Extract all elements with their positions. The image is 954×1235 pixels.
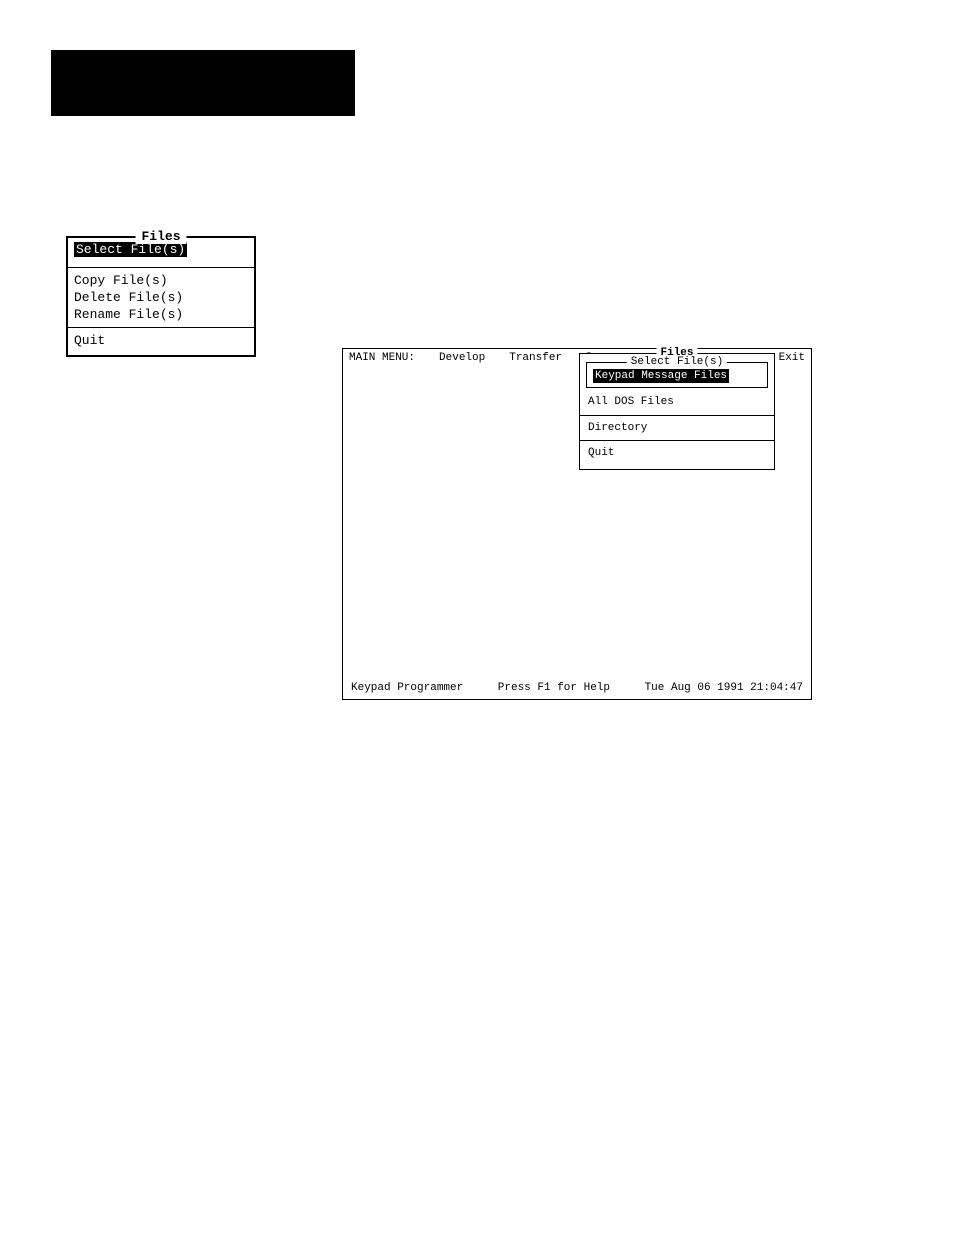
status-center: Press F1 for Help bbox=[498, 681, 610, 695]
popup-item-directory[interactable]: Directory bbox=[588, 418, 766, 438]
popup-item-quit[interactable]: Quit bbox=[588, 443, 766, 463]
files-popup-body: All DOS Files Directory Quit bbox=[580, 388, 774, 469]
menubar-item-transfer[interactable]: Transfer bbox=[509, 351, 562, 365]
files-popup: Files Select File(s) Keypad Message File… bbox=[579, 353, 775, 470]
files-menu-item-copy[interactable]: Copy File(s) bbox=[74, 272, 248, 289]
files-menu-title: Files bbox=[135, 229, 186, 244]
select-files-popup: Select File(s) Keypad Message Files bbox=[586, 362, 768, 388]
dos-status-bar: Keypad Programmer Press F1 for Help Tue … bbox=[343, 681, 811, 695]
divider bbox=[580, 440, 774, 441]
popup-item-keypad-message-files[interactable]: Keypad Message Files bbox=[593, 369, 729, 383]
menubar-item-exit[interactable]: Exit bbox=[779, 351, 805, 365]
popup-item-all-dos-files[interactable]: All DOS Files bbox=[588, 392, 766, 412]
files-menu-item-delete[interactable]: Delete File(s) bbox=[74, 289, 248, 306]
files-menu-item-quit[interactable]: Quit bbox=[74, 332, 248, 349]
divider bbox=[68, 327, 254, 328]
dos-screen: MAIN MENU: Develop Transfer R Exit Files… bbox=[342, 348, 812, 700]
files-menu-item-rename[interactable]: Rename File(s) bbox=[74, 306, 248, 323]
header-black-box bbox=[51, 50, 355, 116]
divider bbox=[68, 267, 254, 268]
files-menu-item-select[interactable]: Select File(s) bbox=[74, 242, 187, 257]
select-files-popup-title: Select File(s) bbox=[627, 355, 727, 369]
status-right: Tue Aug 06 1991 21:04:47 bbox=[645, 681, 803, 695]
menubar-main-label: MAIN MENU: bbox=[349, 351, 415, 365]
status-left: Keypad Programmer bbox=[351, 681, 463, 695]
menubar-item-develop[interactable]: Develop bbox=[439, 351, 485, 365]
divider bbox=[580, 415, 774, 416]
files-menu: Files Select File(s) Copy File(s) Delete… bbox=[66, 236, 256, 357]
